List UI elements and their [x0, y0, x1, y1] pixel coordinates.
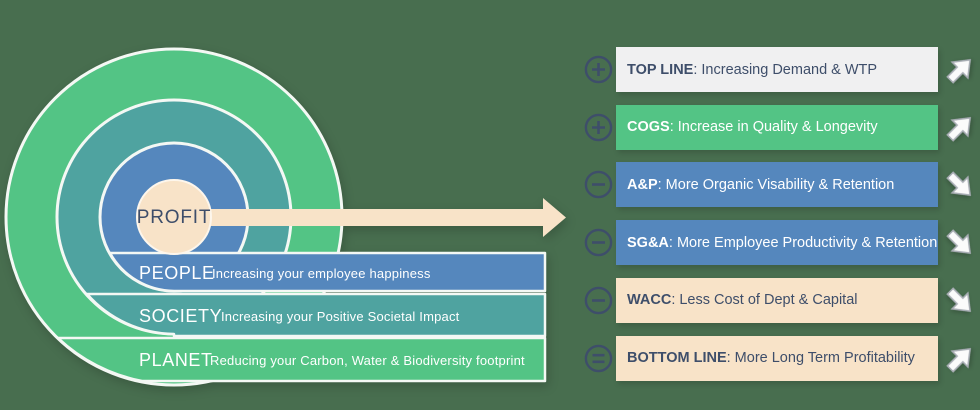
impact-row: TOP LINE: Increasing Demand & WTP [570, 47, 980, 92]
impact-bar: WACC: Less Cost of Dept & Capital [616, 277, 938, 323]
impact-row: A&P: More Organic Visability & Retention [570, 162, 980, 208]
planet-bar [56, 336, 547, 383]
impact-row: BOTTOM LINE: More Long Term Profitabilit… [570, 335, 980, 381]
impact-term: A&P [627, 176, 658, 193]
equals-icon [592, 353, 605, 363]
society-bar [85, 292, 547, 338]
impact-bar: COGS: Increase in Quality & Longevity [616, 104, 938, 150]
impact-row: SG&A: More Employee Productivity & Reten… [570, 220, 980, 266]
arrow-down-right-icon [946, 229, 972, 255]
impact-description: : More Long Term Profitability [726, 350, 915, 366]
impact-bar: BOTTOM LINE: More Long Term Profitabilit… [616, 335, 938, 381]
impact-description: : More Employee Productivity & Retention [668, 234, 938, 251]
impact-bar: TOP LINE: Increasing Demand & WTP [616, 47, 938, 92]
impact-term: TOP LINE [627, 61, 694, 78]
impact-term: WACC [627, 292, 672, 309]
impact-bar: SG&A: More Employee Productivity & Reten… [616, 220, 938, 266]
planet-description: Reducing your Carbon, Water & Biodiversi… [210, 353, 525, 368]
impact-description: : Less Cost of Dept & Capital [671, 292, 858, 309]
arrow-down-right-icon [946, 287, 972, 312]
impact-row: COGS: Increase in Quality & Longevity [570, 104, 980, 150]
profit-arrow-icon [174, 198, 566, 237]
society-description: Increasing your Positive Societal Impact [221, 309, 460, 324]
society-label: SOCIETY [139, 306, 222, 326]
plus-icon [592, 120, 605, 134]
profit-circle [136, 179, 212, 255]
impact-term: COGS [627, 119, 670, 136]
profit-label: PROFIT [137, 207, 211, 228]
people-bar [108, 251, 547, 293]
impact-description: : Increase in Quality & Longevity [669, 119, 878, 136]
people-description: Increasing your employee happiness [212, 266, 431, 281]
impact-description: : Increasing Demand & WTP [693, 61, 878, 78]
impact-bar: A&P: More Organic Visability & Retention [616, 162, 938, 208]
arrow-up-right-icon [946, 347, 972, 373]
arrow-up-right-icon [946, 116, 972, 142]
impact-term: SG&A [627, 234, 669, 251]
impact-term: BOTTOM LINE [627, 350, 727, 366]
plus-icon [592, 63, 605, 76]
triple-bottom-line-diagram: PROFIT PEOPLE Increasing your employee h… [4, 47, 566, 387]
people-label: PEOPLE [139, 263, 215, 283]
arrow-down-right-icon [946, 171, 972, 197]
arrow-up-right-icon [946, 58, 972, 84]
planet-label: PLANET [139, 350, 213, 370]
impact-description: : More Organic Visability & Retention [657, 176, 895, 193]
impact-row: WACC: Less Cost of Dept & Capital [570, 277, 980, 323]
